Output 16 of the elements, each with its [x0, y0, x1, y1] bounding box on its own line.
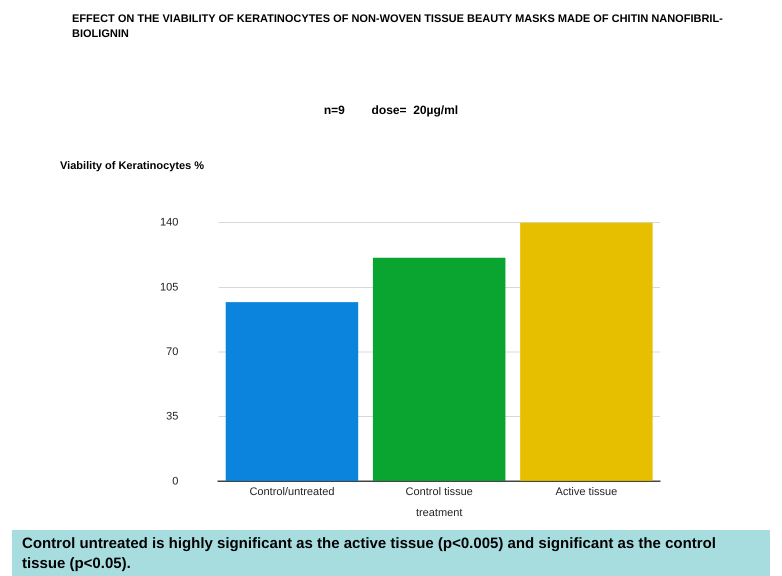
x-tick-label: Active tissue — [556, 486, 618, 498]
y-axis-title: Viability of Keratinocytes % — [60, 160, 204, 172]
y-tick-label: 105 — [160, 281, 178, 294]
y-tick-label: 70 — [166, 346, 178, 358]
text: Control untreated is highly significant as the active tissue (p<0.005) and significant as the control tissue (p<0.05). — [12, 530, 770, 576]
y-tick-label: 140 — [160, 216, 178, 229]
bar — [372, 258, 506, 481]
chart-title: EFFECT ON THE VIABILITY OF KERATINOCYTES OF NON-WOVEN TISSUE BEAUTY MASKS MADE OF CHITIN NANOFIBRIL-BIOLIGNIN — [72, 12, 724, 42]
x-axis-title: treatment — [416, 507, 462, 520]
x-tick-label: Control/untreated — [249, 486, 334, 498]
bar — [520, 222, 653, 481]
y-tick-label: 35 — [166, 410, 178, 423]
y-tick-label: 0 — [172, 475, 178, 488]
bar — [226, 302, 358, 481]
x-tick-label: Control tissue — [406, 486, 473, 498]
chart-subtitle: n=9 dose= 20µg/ml — [322, 103, 460, 117]
